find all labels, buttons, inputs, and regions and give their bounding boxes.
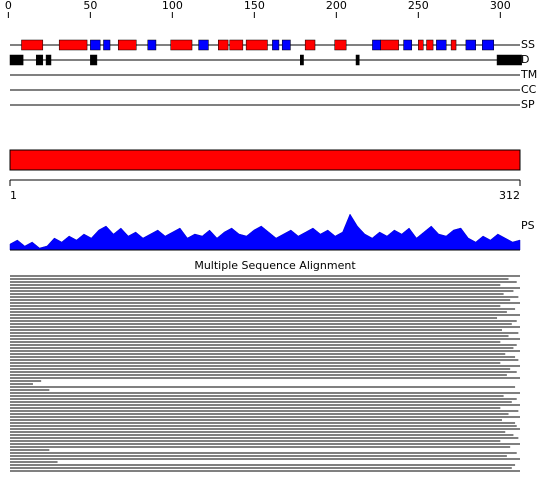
helix	[380, 39, 399, 51]
track-label: SP	[521, 98, 535, 111]
track-label: TM	[520, 68, 537, 81]
strand	[372, 39, 381, 51]
ruler-label: 300	[490, 0, 511, 12]
ps-profile	[9, 213, 521, 251]
ruler-label: 150	[244, 0, 265, 12]
strand	[281, 39, 291, 51]
helix	[170, 39, 193, 51]
ruler-label: 100	[162, 0, 183, 12]
strand	[436, 39, 447, 51]
sequence-bar	[9, 149, 521, 171]
helix	[418, 39, 424, 51]
ruler-label: 0	[5, 0, 12, 12]
ruler-label: 50	[83, 0, 97, 12]
strand	[198, 39, 209, 51]
helix	[334, 39, 347, 51]
helix	[58, 39, 88, 51]
helix	[304, 39, 316, 51]
track-label: D	[521, 53, 529, 66]
helix	[426, 39, 434, 51]
helix	[450, 39, 457, 51]
ruler-label: 200	[326, 0, 347, 12]
strand	[272, 39, 280, 51]
track-label: SS	[521, 38, 535, 51]
track-label: PS	[521, 219, 535, 232]
helix	[229, 39, 244, 51]
strand	[465, 39, 476, 51]
disorder	[300, 54, 304, 66]
disorder	[45, 54, 52, 66]
helix	[245, 39, 268, 51]
disorder	[355, 54, 360, 66]
alignment-title: Multiple Sequence Alignment	[194, 259, 356, 272]
strand	[90, 39, 101, 51]
strand	[403, 39, 413, 51]
disorder	[496, 54, 522, 66]
disorder	[9, 54, 24, 66]
helix	[21, 39, 44, 51]
strand	[482, 39, 495, 51]
strand	[147, 39, 157, 51]
helix	[117, 39, 137, 51]
disorder	[90, 54, 98, 66]
ruler-label: 312	[499, 189, 520, 202]
helix	[218, 39, 229, 51]
track-label: CC	[521, 83, 537, 96]
ruler-label: 250	[408, 0, 429, 12]
disorder	[35, 54, 44, 66]
strand	[103, 39, 111, 51]
ruler-label: 1	[10, 189, 17, 202]
